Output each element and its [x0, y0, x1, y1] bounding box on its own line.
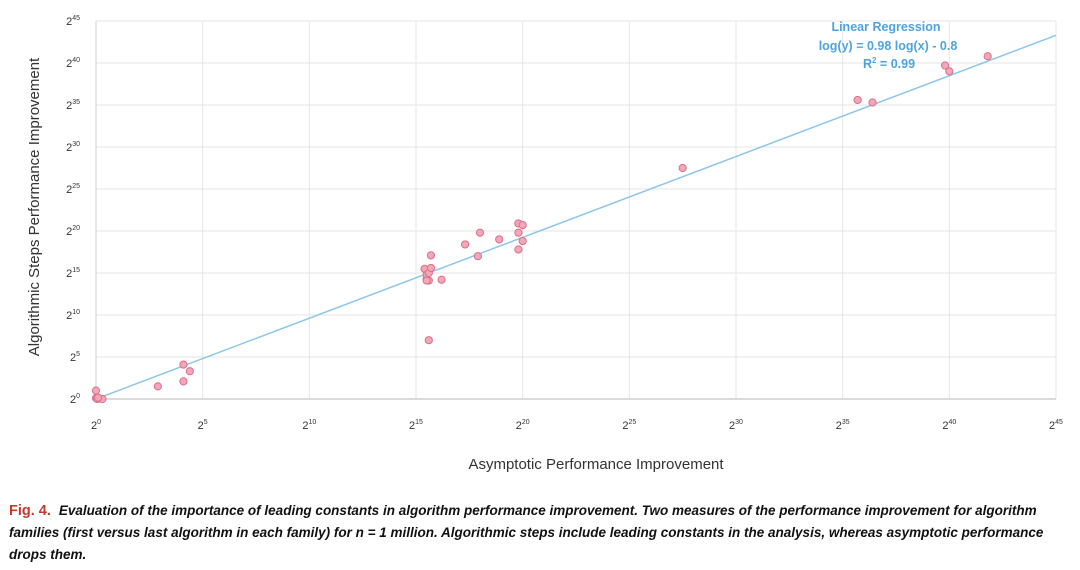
x-tick-label: 240	[942, 419, 956, 432]
data-point	[185, 367, 194, 376]
y-tick-labels: 20 25 210 215 220 225 230 235 240 245	[66, 15, 80, 406]
regression-line	[95, 34, 1057, 400]
y-tick-label: 20	[70, 393, 80, 406]
x-tick-label: 230	[729, 419, 743, 432]
data-point	[868, 98, 877, 107]
x-tick-label: 225	[622, 419, 636, 432]
data-point	[475, 228, 485, 237]
regression-annotation: Linear Regression log(y) = 0.98 log(x) -…	[819, 20, 958, 71]
figure-caption: Fig. 4. Evaluation of the importance of l…	[9, 500, 1077, 566]
x-tick-label: 220	[516, 419, 530, 432]
regression-equation: log(y) = 0.98 log(x) - 0.8	[819, 39, 958, 53]
x-tick-label: 210	[302, 419, 316, 432]
y-tick-label: 230	[66, 141, 80, 154]
grid	[95, 20, 1057, 400]
data-point	[495, 235, 504, 244]
y-tick-label: 25	[70, 351, 80, 364]
y-tick-label: 235	[66, 99, 80, 112]
figure-label: Fig. 4.	[9, 503, 51, 519]
data-points	[91, 52, 992, 404]
data-point	[437, 275, 446, 284]
y-tick-label: 240	[66, 57, 80, 70]
data-point	[983, 52, 992, 61]
data-point	[179, 360, 188, 369]
data-point	[473, 252, 482, 261]
data-point	[426, 251, 436, 260]
x-tick-label: 20	[91, 419, 101, 432]
data-point	[678, 163, 687, 173]
data-point	[422, 276, 431, 285]
data-point	[424, 336, 433, 345]
caption-text: Evaluation of the importance of leading …	[9, 503, 1044, 562]
y-tick-label: 210	[66, 309, 80, 322]
data-point	[91, 386, 101, 395]
y-tick-label: 245	[66, 15, 80, 28]
y-tick-label: 225	[66, 183, 80, 196]
regression-title: Linear Regression	[831, 20, 940, 34]
y-tick-label: 215	[66, 267, 80, 280]
x-tick-label: 235	[836, 419, 850, 432]
x-tick-labels: 20 25 210 215 220 225 230 235 240 245	[91, 419, 1063, 432]
y-axis-title: Algorithmic Steps Performance Improvemen…	[26, 57, 43, 356]
data-point	[518, 221, 527, 230]
scatter-chart: 20 25 210 215 220 225 230 235 240 245 20252102152…	[26, 15, 1063, 473]
x-tick-label: 245	[1049, 419, 1063, 432]
x-tick-label: 215	[409, 419, 423, 432]
data-point	[518, 236, 527, 246]
data-point	[940, 61, 950, 70]
data-point	[853, 95, 862, 105]
data-point	[460, 240, 470, 249]
x-axis-title: Asymptotic Performance Improvement	[468, 456, 724, 473]
x-tick-label: 25	[198, 419, 208, 432]
data-point	[514, 228, 523, 237]
regression-r2: R2 = 0.99	[863, 56, 915, 71]
data-point	[514, 245, 523, 254]
y-tick-label: 220	[66, 225, 80, 238]
data-point	[153, 382, 162, 391]
data-point	[426, 263, 436, 273]
data-point	[94, 393, 103, 402]
data-point	[945, 67, 954, 76]
data-point	[179, 377, 188, 386]
axes	[95, 21, 1056, 400]
